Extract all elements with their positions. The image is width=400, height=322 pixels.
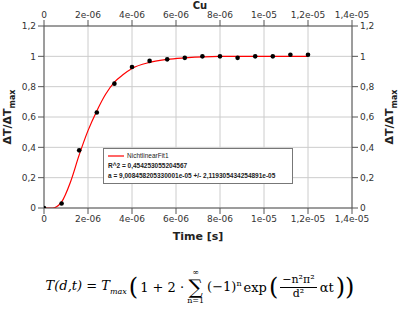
svg-text:8e-06: 8e-06 <box>207 214 233 224</box>
html-text:d²: d² <box>292 286 305 300</box>
html-text:R^2 = 0,454253055204567: R^2 = 0,454253055204567 <box>108 162 188 169</box>
html-text:ΔT/ΔT: ΔT/ΔT <box>383 108 397 145</box>
html-text:αt)): αt)) <box>319 273 355 301</box>
svg-text:0,2: 0,2 <box>22 173 36 183</box>
svg-text:1,4e-05: 1,4e-05 <box>335 214 370 224</box>
svg-text:0,6: 0,6 <box>22 112 37 122</box>
html-text:(−1)nexp(−n²π²: (−1)nexp(−n²π² <box>207 273 315 301</box>
html-text:max: max <box>389 89 399 109</box>
svg-text:1: 1 <box>360 52 366 62</box>
svg-text:6e-06: 6e-06 <box>163 10 189 20</box>
svg-text:0,8: 0,8 <box>22 82 37 92</box>
svg-text:1e-05: 1e-05 <box>251 10 277 20</box>
svg-text:1,4e-05: 1,4e-05 <box>335 10 370 20</box>
svg-text:6e-06: 6e-06 <box>163 214 189 224</box>
html-text:(1 + 2 ·: (1 + 2 · <box>128 273 185 301</box>
svg-text:0,2: 0,2 <box>360 173 374 183</box>
svg-text:2e-06: 2e-06 <box>75 214 101 224</box>
svg-text:0: 0 <box>360 203 366 213</box>
svg-text:1: 1 <box>30 52 36 62</box>
html-text:n=1: n=1 <box>187 296 205 305</box>
svg-text:1,2e-05: 1,2e-05 <box>291 10 326 20</box>
svg-text:1,2: 1,2 <box>22 21 36 31</box>
html-text:NichtlinearFit1: NichtlinearFit1 <box>127 152 169 159</box>
html-text:Cu: Cu <box>192 0 208 11</box>
html-text:a = 9,008458205330001e-05 +/-: a = 9,008458205330001e-05 +/- 2,11930543… <box>108 172 276 179</box>
html-text:ΔT/ΔT: ΔT/ΔT <box>1 108 15 145</box>
html-text:T(d,t) = Tmax: T(d,t) = Tmax <box>45 278 127 296</box>
svg-text:Time [s]: Time [s] <box>173 230 224 243</box>
svg-text:1e-05: 1e-05 <box>251 214 277 224</box>
svg-text:0,8: 0,8 <box>360 82 375 92</box>
svg-text:4e-06: 4e-06 <box>119 214 145 224</box>
svg-text:0: 0 <box>41 214 47 224</box>
svg-text:0: 0 <box>30 203 36 213</box>
svg-text:2e-06: 2e-06 <box>75 10 101 20</box>
svg-text:1,2: 1,2 <box>360 21 374 31</box>
svg-text:8e-06: 8e-06 <box>207 10 233 20</box>
svg-text:4e-06: 4e-06 <box>119 10 145 20</box>
html-text:max: max <box>7 89 17 109</box>
svg-text:0,6: 0,6 <box>360 112 375 122</box>
svg-text:0: 0 <box>41 10 47 20</box>
svg-text:0,4: 0,4 <box>22 143 37 153</box>
svg-text:1,2e-05: 1,2e-05 <box>291 214 326 224</box>
svg-text:0,4: 0,4 <box>360 143 375 153</box>
